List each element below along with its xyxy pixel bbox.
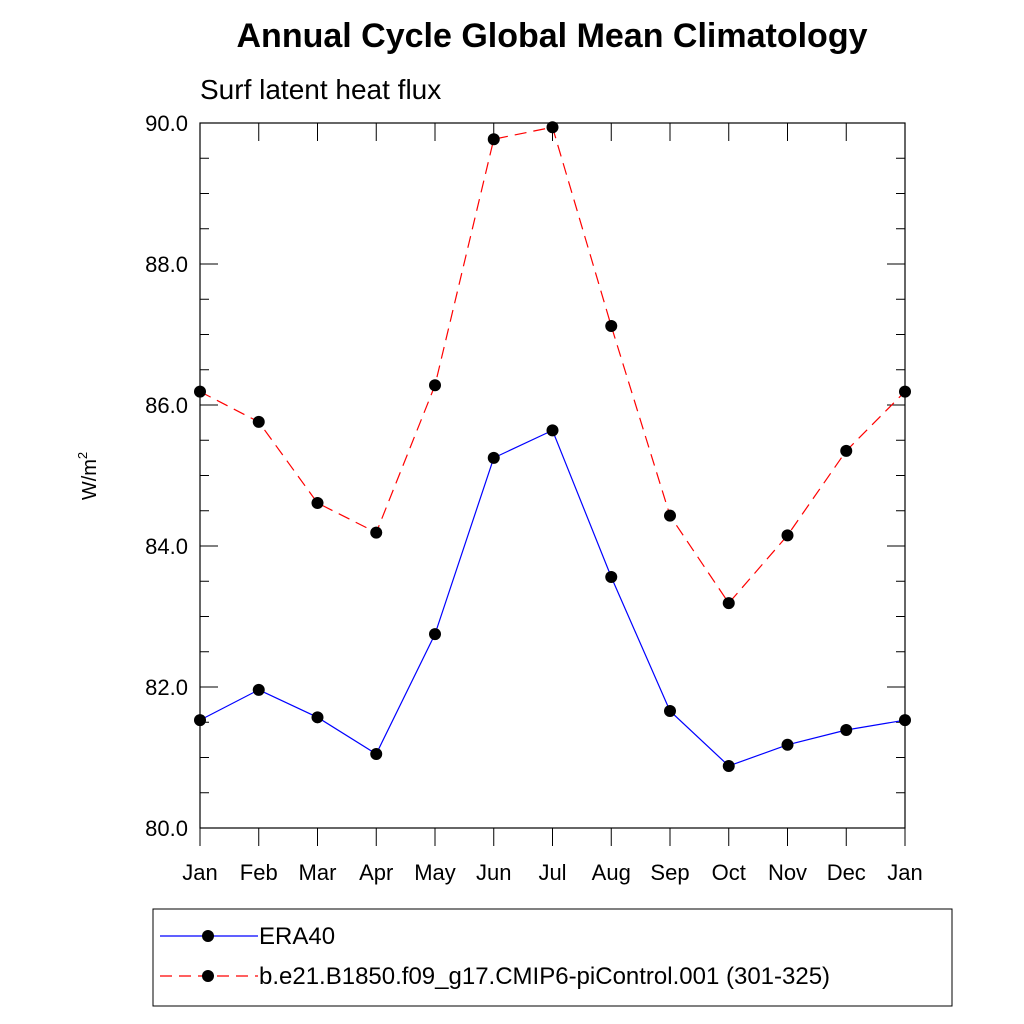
x-tick-label: Mar — [299, 860, 337, 885]
x-tick-label: Nov — [768, 860, 807, 885]
y-tick-label: 84.0 — [145, 534, 188, 559]
chart-subtitle: Surf latent heat flux — [200, 74, 441, 105]
data-point — [546, 424, 559, 437]
data-point — [429, 379, 441, 392]
plot-frame — [199, 122, 906, 829]
x-tick-label: Jan — [182, 860, 217, 885]
data-point — [194, 714, 206, 727]
data-point — [487, 451, 500, 464]
series-line — [199, 429, 906, 767]
legend-box — [152, 908, 953, 1007]
x-tick-label: Sep — [650, 860, 689, 885]
data-point — [194, 385, 206, 398]
chart-title: Annual Cycle Global Mean Climatology — [237, 17, 868, 55]
legend-marker-era40 — [202, 930, 214, 942]
data-point — [311, 711, 324, 724]
x-tick-label: Jul — [538, 860, 566, 885]
svg-text:W/m2: W/m2 — [75, 452, 101, 500]
y-tick-label: 80.0 — [145, 816, 188, 841]
x-tick-label: Aug — [592, 860, 631, 885]
data-point — [370, 747, 383, 760]
y-tick-label: 88.0 — [145, 252, 188, 277]
data-point — [252, 415, 265, 428]
data-point — [722, 759, 735, 772]
data-point — [487, 133, 500, 146]
data-point — [899, 714, 911, 727]
x-tick-label: Feb — [240, 860, 278, 885]
y-axis-label-sup: 2 — [75, 452, 90, 459]
data-point — [664, 509, 676, 522]
data-point — [370, 526, 383, 539]
x-tick-label: Dec — [827, 860, 866, 885]
data-point — [605, 320, 618, 333]
data-point — [722, 597, 735, 610]
x-tick-label: May — [414, 860, 456, 885]
legend: ERA40 b.e21.B1850.f09_g17.CMIP6-piContro… — [152, 908, 953, 1007]
data-point — [781, 738, 794, 751]
x-tick-label: Jan — [887, 860, 922, 885]
data-point — [546, 121, 559, 134]
axis-ticks: 80.0 82.0 84.0 86.0 88.0 90.0 Jan Feb Mar Apr May J… — [145, 111, 923, 885]
x-tick-label: Jun — [476, 860, 511, 885]
data-point — [899, 385, 911, 398]
y-tick-label: 86.0 — [145, 393, 188, 418]
y-tick-label: 82.0 — [145, 675, 188, 700]
legend-label-era40: ERA40 — [259, 923, 335, 950]
series-layer — [194, 121, 911, 772]
y-axis-label-text: W/m — [79, 459, 101, 500]
legend-label-model: b.e21.B1850.f09_g17.CMIP6-piControl.001 … — [259, 963, 830, 990]
x-tick-label: Apr — [359, 860, 393, 885]
data-point — [252, 683, 265, 696]
data-point — [311, 496, 324, 509]
data-point — [840, 444, 853, 457]
data-point — [429, 628, 441, 641]
legend-marker-model — [202, 970, 214, 982]
y-tick-label: 90.0 — [145, 111, 188, 136]
series-line — [199, 126, 906, 605]
series-1 — [194, 121, 911, 610]
data-point — [605, 571, 618, 584]
series-0 — [194, 424, 911, 772]
y-axis-label: W/m2 — [75, 452, 101, 500]
data-point — [840, 724, 853, 737]
data-point — [781, 529, 794, 542]
data-point — [664, 704, 676, 717]
x-tick-label: Oct — [712, 860, 746, 885]
